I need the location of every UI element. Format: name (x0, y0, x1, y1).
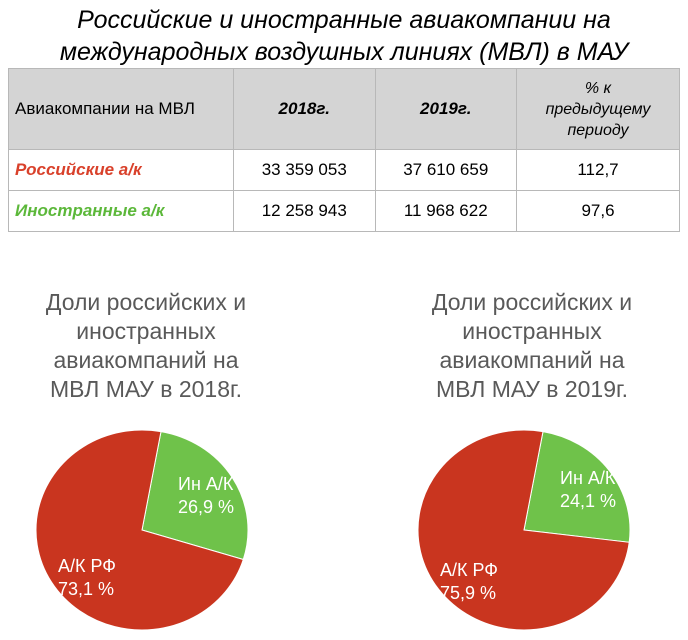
header-percent-line-3: периоду (567, 121, 629, 139)
cell-foreign-2018: 12 258 943 (233, 190, 376, 232)
row-label-foreign: Иностранные а/к (8, 190, 234, 232)
header-percent-line-1: % к (584, 79, 612, 97)
row-label-russian: Российские а/к (8, 149, 234, 191)
cell-russian-2019: 37 610 659 (374, 149, 517, 191)
pie-2018-title-line-3: авиакомпаний на (53, 347, 239, 373)
pie-2018-label-russian-name: А/К РФ (58, 556, 116, 576)
pie-2019-slice-russian (417, 429, 630, 631)
pie-2019-title: Доли российских и иностранных авиакомпан… (402, 288, 662, 404)
page-title: Российские и иностранные авиакомпании на… (0, 4, 688, 68)
cell-foreign-2019: 11 968 622 (374, 190, 517, 232)
pie-2019-title-line-3: авиакомпаний на (439, 347, 625, 373)
table-row-foreign: Иностранные а/к 12 258 943 11 968 622 97… (8, 190, 680, 232)
airlines-table: Авиакомпании на МВЛ 2018г. 2019г. % к пр… (8, 68, 680, 232)
header-percent-line-2: предыдущему (545, 100, 651, 118)
pie-2018-label-foreign-value: 26,9 % (178, 497, 234, 517)
header-airlines: Авиакомпании на МВЛ (8, 68, 234, 150)
pie-2019-title-line-4: МВЛ МАУ в 2019г. (436, 376, 628, 402)
cell-russian-pct: 112,7 (516, 149, 680, 191)
pie-2018-title-line-1: Доли российских и (45, 289, 247, 315)
pie-2018-slice-russian (35, 429, 244, 631)
pie-2019-label-foreign-name: Ин А/К (560, 468, 616, 488)
pie-2019-title-line-2: иностранных (462, 318, 602, 344)
title-line-2: международных воздушных линиях (МВЛ) в М… (59, 38, 629, 66)
table-row-russian: Российские а/к 33 359 053 37 610 659 112… (8, 149, 680, 191)
cell-russian-2018: 33 359 053 (233, 149, 376, 191)
pie-2019-label-russian-name: А/К РФ (440, 560, 498, 580)
table-header-row: Авиакомпании на МВЛ 2018г. 2019г. % к пр… (8, 68, 680, 150)
pie-chart-2019: Ин А/К 24,1 % А/К РФ 75,9 % (417, 429, 631, 631)
pie-2018-title-line-4: МВЛ МАУ в 2018г. (50, 376, 242, 402)
title-line-1: Российские и иностранные авиакомпании на (77, 6, 611, 34)
pie-2018-title-line-2: иностранных (76, 318, 216, 344)
pie-2019-title-line-1: Доли российских и (431, 289, 633, 315)
header-2019: 2019г. (374, 68, 517, 150)
pie-2018-slice-foreign (141, 431, 249, 561)
pie-2018-title: Доли российских и иностранных авиакомпан… (16, 288, 276, 404)
cell-foreign-pct: 97,6 (516, 190, 680, 232)
pie-2018-label-russian-value: 73,1 % (58, 579, 114, 599)
pie-2018-label-foreign-name: Ин А/К (178, 474, 234, 494)
pie-chart-2018: Ин А/К 26,9 % А/К РФ 73,1 % (35, 429, 249, 631)
pie-2019-label-foreign-value: 24,1 % (560, 491, 616, 511)
header-2018: 2018г. (233, 68, 376, 150)
pie-2019-label-russian-value: 75,9 % (440, 583, 496, 603)
pie-2019-slice-foreign (523, 431, 631, 543)
header-percent: % к предыдущему периоду (516, 68, 680, 150)
